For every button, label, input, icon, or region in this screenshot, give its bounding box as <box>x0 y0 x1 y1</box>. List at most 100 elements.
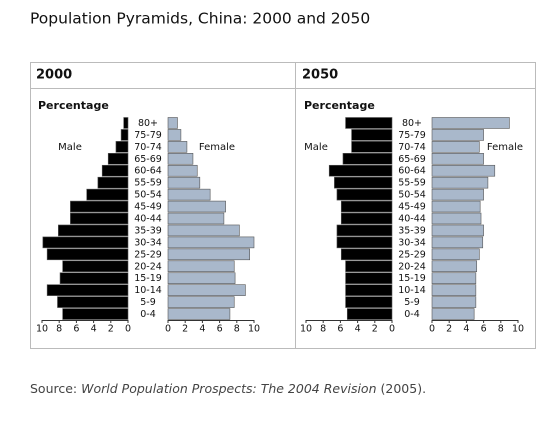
male-bar <box>340 248 393 261</box>
x-tick-label: 0 <box>125 324 131 335</box>
female-bar <box>431 308 475 320</box>
age-label: 70-74 <box>134 142 162 153</box>
legend-male: Male <box>304 142 328 153</box>
x-tick-label: 2 <box>446 324 452 335</box>
female-bar <box>431 117 510 129</box>
age-label: 45-49 <box>398 202 426 213</box>
x-tick-label: 10 <box>512 324 524 335</box>
source-suffix: (2005). <box>380 381 427 396</box>
male-bar <box>42 236 129 249</box>
female-bar <box>167 236 255 249</box>
male-bar <box>58 224 129 237</box>
female-bar <box>167 200 226 213</box>
male-bar <box>62 308 129 320</box>
age-label: 35-39 <box>134 225 162 236</box>
x-tick-label: 2 <box>108 324 114 335</box>
female-bar <box>167 153 194 165</box>
female-bar <box>431 272 477 284</box>
female-bar <box>167 117 178 129</box>
male-bar <box>345 272 393 284</box>
female-bar <box>431 212 482 225</box>
male-bar <box>46 248 129 261</box>
age-label: 35-39 <box>398 225 426 236</box>
age-label: 20-24 <box>398 261 426 272</box>
male-bar <box>328 164 393 177</box>
subtitle: Percentage <box>38 99 109 112</box>
male-bar <box>351 129 393 141</box>
female-bar <box>167 129 182 141</box>
age-label: 15-19 <box>398 273 426 284</box>
source-note: Source: World Population Prospects: The … <box>30 381 426 396</box>
female-bar <box>167 296 235 308</box>
male-bar <box>59 272 129 284</box>
age-label: 40-44 <box>398 214 426 225</box>
panel-title: 2000 <box>36 68 72 83</box>
age-label: 80+ <box>138 118 158 129</box>
age-label: 0-4 <box>140 309 156 320</box>
x-tick-label: 10 <box>300 324 312 335</box>
female-bar <box>167 224 240 237</box>
age-label: 10-14 <box>134 285 162 296</box>
female-bar <box>431 260 478 273</box>
x-tick-label: 4 <box>463 324 469 335</box>
male-bar <box>107 153 129 165</box>
x-tick-label: 0 <box>429 324 435 335</box>
age-label: 60-64 <box>134 166 162 177</box>
male-bar <box>70 200 129 213</box>
age-label: 15-19 <box>134 273 162 284</box>
age-label: 50-54 <box>398 190 426 201</box>
age-label: 0-4 <box>404 309 420 320</box>
x-tick-label: 6 <box>217 324 223 335</box>
female-bar <box>431 153 484 165</box>
male-bar <box>86 188 129 201</box>
female-bar <box>431 164 496 177</box>
female-bar <box>431 236 484 249</box>
female-bar <box>167 176 201 189</box>
age-label: 65-69 <box>134 154 162 165</box>
female-bar <box>167 212 225 225</box>
male-bar <box>345 260 393 273</box>
age-label: 75-79 <box>398 130 426 141</box>
male-bar <box>115 141 129 153</box>
x-tick-label: 6 <box>481 324 487 335</box>
female-bar <box>431 141 480 153</box>
age-label: 30-34 <box>134 237 162 248</box>
age-label: 55-59 <box>134 178 162 189</box>
female-bar <box>431 224 484 237</box>
male-bar <box>101 164 129 177</box>
x-tick-label: 0 <box>389 324 395 335</box>
x-tick-label: 4 <box>199 324 205 335</box>
female-bar <box>167 248 250 261</box>
female-bar <box>431 129 484 141</box>
x-tick-label: 2 <box>372 324 378 335</box>
age-label: 5-9 <box>404 297 420 308</box>
age-label: 20-24 <box>134 261 162 272</box>
male-bar <box>46 284 129 296</box>
male-bar <box>57 296 129 308</box>
x-tick-label: 6 <box>73 324 79 335</box>
female-bar <box>431 200 481 213</box>
x-tick-label: 6 <box>337 324 343 335</box>
male-bar <box>70 212 129 225</box>
panel-title: 2050 <box>302 68 338 83</box>
x-tick-label: 4 <box>91 324 97 335</box>
source-prefix: Source: <box>30 381 78 396</box>
male-bar <box>345 117 393 129</box>
female-bar <box>431 188 484 201</box>
age-label: 60-64 <box>398 166 426 177</box>
subtitle: Percentage <box>304 99 375 112</box>
x-tick-label: 8 <box>498 324 504 335</box>
age-label: 25-29 <box>134 249 162 260</box>
male-bar <box>123 117 129 129</box>
female-bar <box>167 188 211 201</box>
x-tick-label: 10 <box>36 324 48 335</box>
male-bar <box>340 212 393 225</box>
source-title: World Population Prospects: The 2004 Rev… <box>81 381 377 396</box>
x-tick-label: 2 <box>182 324 188 335</box>
female-bar <box>167 260 235 273</box>
frame <box>30 62 536 349</box>
legend-female: Female <box>199 142 235 153</box>
age-label: 40-44 <box>134 214 162 225</box>
